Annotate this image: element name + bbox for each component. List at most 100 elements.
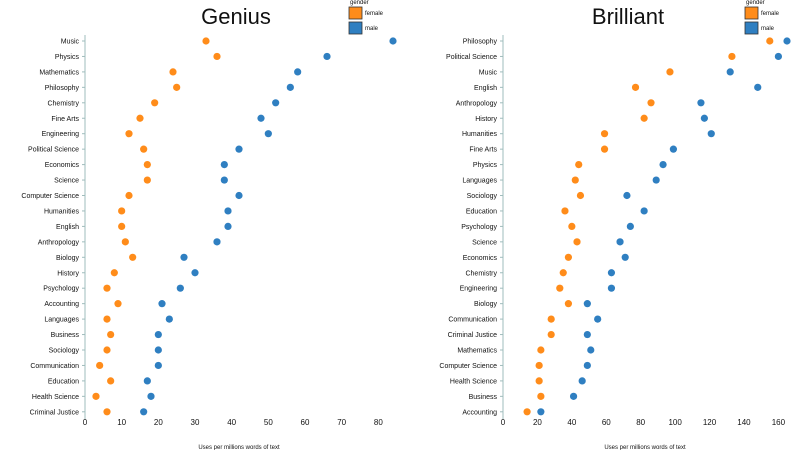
- x-tick-label: 60: [602, 418, 611, 427]
- y-tick-label: Criminal Justice: [448, 332, 498, 339]
- data-point-male: [594, 315, 602, 323]
- y-tick-label: Health Science: [450, 378, 497, 385]
- x-axis-label: Uses per millions words of text: [604, 445, 686, 450]
- legend-title: gender: [350, 0, 369, 6]
- data-point-female: [103, 346, 111, 354]
- data-point-female: [143, 161, 151, 169]
- data-point-male: [257, 114, 265, 122]
- data-point-female: [547, 315, 555, 323]
- y-tick-label: Engineering: [460, 286, 497, 293]
- data-point-female: [564, 253, 573, 261]
- data-point-male: [235, 145, 243, 153]
- data-point-male: [154, 346, 162, 354]
- data-point-female: [535, 377, 543, 385]
- data-point-male: [220, 161, 228, 169]
- data-point-female: [125, 191, 133, 200]
- x-tick-label: 80: [374, 418, 383, 427]
- chart-panel-1: Brilliant Philosophy Political Science Musi…: [439, 0, 791, 450]
- legend-swatch-female: [744, 6, 759, 20]
- y-tick-label: Sociology: [467, 193, 498, 200]
- data-point-female: [600, 145, 609, 153]
- data-point-male: [191, 269, 199, 277]
- data-point-female: [766, 37, 774, 45]
- y-tick-label: Communication: [30, 363, 79, 370]
- y-tick-label: Chemistry: [47, 100, 79, 107]
- data-point-male: [323, 52, 331, 61]
- data-point-female: [568, 222, 576, 230]
- data-point-female: [103, 408, 111, 416]
- y-tick-label: Physics: [473, 162, 498, 169]
- legend-title: gender: [746, 0, 765, 6]
- y-tick-label: Engineering: [42, 131, 79, 138]
- data-point-male: [700, 114, 708, 122]
- chart-title: Genius: [201, 4, 271, 29]
- x-tick-label: 10: [117, 418, 126, 427]
- legend: gender female male: [348, 0, 384, 35]
- x-tick-label: 120: [703, 418, 717, 427]
- y-tick-label: Economics: [463, 255, 498, 262]
- legend-label-female: female: [365, 11, 384, 17]
- data-point-female: [129, 253, 137, 261]
- data-point-male: [294, 68, 302, 76]
- data-point-male: [140, 408, 148, 416]
- y-tick-label: Political Science: [28, 147, 79, 154]
- y-tick-label: Music: [61, 39, 80, 46]
- x-tick-label: 160: [772, 418, 786, 427]
- data-point-female: [535, 361, 543, 370]
- y-tick-label: Music: [479, 69, 498, 76]
- y-tick-label: Biology: [474, 301, 497, 308]
- x-tick-label: 100: [668, 418, 682, 427]
- data-point-male: [537, 408, 545, 416]
- legend-swatch-female: [348, 6, 363, 20]
- x-tick-label: 40: [227, 418, 236, 427]
- data-point-female: [573, 238, 581, 246]
- y-tick-label: Anthropology: [38, 239, 80, 246]
- data-point-male: [587, 346, 595, 354]
- data-point-male: [607, 269, 616, 277]
- data-point-female: [666, 68, 674, 76]
- y-tick-label: Fine Arts: [51, 116, 79, 123]
- legend-swatch-male: [348, 21, 363, 35]
- data-point-female: [103, 284, 111, 292]
- y-tick-label: Political Science: [446, 54, 497, 61]
- chart-title: Brilliant: [592, 4, 664, 29]
- y-tick-label: Philosophy: [463, 39, 498, 46]
- y-tick-label: Languages: [462, 178, 497, 185]
- data-point-female: [537, 392, 545, 400]
- data-point-male: [583, 361, 591, 370]
- x-tick-label: 40: [567, 418, 576, 427]
- x-tick-label: 0: [501, 418, 506, 427]
- data-point-male: [607, 284, 616, 292]
- data-point-male: [176, 284, 184, 292]
- data-point-male: [158, 300, 166, 308]
- data-point-male: [783, 37, 791, 45]
- data-point-male: [621, 253, 629, 261]
- chart-panel-0: Genius Music Physics Mathematics Philosophy C…: [21, 0, 397, 450]
- x-tick-label: 50: [264, 418, 273, 427]
- y-tick-label: Philosophy: [45, 85, 80, 92]
- data-point-female: [125, 130, 133, 138]
- data-point-male: [147, 392, 155, 400]
- x-tick-label: 0: [83, 418, 88, 427]
- data-point-male: [669, 145, 678, 153]
- data-point-female: [640, 114, 648, 122]
- y-tick-label: Communication: [448, 317, 497, 324]
- x-tick-label: 60: [301, 418, 310, 427]
- data-point-female: [118, 207, 126, 215]
- y-tick-label: Business: [469, 394, 498, 401]
- y-tick-label: Science: [54, 178, 79, 185]
- data-point-female: [151, 99, 159, 107]
- y-tick-label: Accounting: [462, 409, 497, 416]
- data-point-male: [154, 361, 162, 370]
- data-point-female: [647, 99, 655, 107]
- data-point-male: [616, 238, 624, 246]
- legend-label-female: female: [761, 11, 780, 17]
- y-tick-label: Anthropology: [456, 100, 498, 107]
- data-point-male: [235, 191, 243, 200]
- legend: gender female male: [744, 0, 780, 35]
- data-point-male: [220, 176, 228, 184]
- data-point-female: [559, 269, 567, 277]
- data-point-male: [754, 83, 762, 91]
- data-point-male: [697, 99, 705, 107]
